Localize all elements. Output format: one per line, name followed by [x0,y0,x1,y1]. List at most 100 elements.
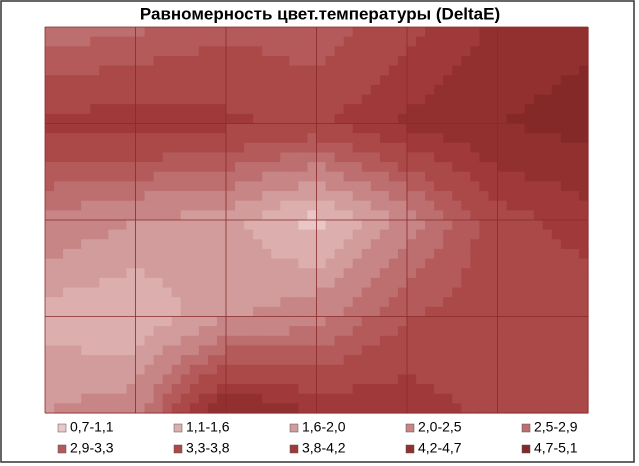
contour-cell [72,229,82,240]
contour-cell [434,268,444,279]
contour-cell [316,364,327,375]
contour-cell [45,374,55,385]
contour-cell [90,306,100,318]
contour-cell [216,297,227,308]
contour-cell [316,65,327,76]
contour-cell [343,364,354,375]
contour-cell [443,364,453,375]
contour-cell [280,210,290,221]
contour-cell [135,133,146,144]
contour-cell [90,335,100,347]
contour-cell [488,268,499,279]
contour-cell [416,46,426,57]
contour-cell [90,210,100,221]
contour-cell [379,306,390,318]
contour-cell [180,393,191,404]
contour-cell [189,277,200,289]
contour-cell [497,364,508,375]
contour-cell [226,104,236,115]
contour-cell [162,36,173,47]
contour-cell [63,335,73,347]
contour-cell [388,220,399,231]
contour-cell [307,210,318,221]
contour-cell [289,46,299,57]
contour-cell [153,94,164,105]
contour-cell [524,133,535,144]
contour-cell [135,171,146,182]
contour-cell [144,36,155,47]
contour-cell [397,335,408,347]
contour-cell [45,277,55,289]
contour-cell [189,171,200,182]
contour-cell [515,55,526,67]
contour-cell [578,75,589,86]
contour-cell [425,345,435,356]
contour-cell [443,104,453,115]
contour-cell [416,239,426,250]
contour-cell [253,306,263,318]
contour-cell [135,75,146,86]
contour-cell [578,258,589,269]
contour-cell [370,248,381,260]
contour-cell [443,152,453,163]
contour-cell [334,171,345,182]
contour-cell [72,65,82,76]
contour-cell [99,104,109,115]
contour-cell [54,133,64,144]
contour-cell [90,94,100,105]
contour-cell [542,210,553,221]
contour-cell [497,84,508,96]
contour-cell [524,239,535,250]
contour-cell [334,123,345,134]
contour-cell [397,248,408,260]
contour-cell [479,65,490,76]
contour-cell [72,210,82,221]
contour-cell [63,84,73,96]
contour-cell [479,36,490,47]
contour-cell [416,104,426,115]
contour-cell [388,75,399,86]
contour-cell [524,94,535,105]
contour-cell [72,162,82,173]
contour-cell [63,268,73,279]
contour-cell [425,55,435,67]
contour-cell [397,65,408,76]
contour-cell [578,65,589,76]
contour-cell [416,94,426,105]
contour-cell [280,297,290,308]
contour-cell [81,84,91,96]
contour-cell [144,171,155,182]
contour-cell [271,277,281,289]
contour-cell [153,162,164,173]
contour-cell [99,133,109,144]
contour-cell [117,84,128,96]
contour-cell [560,84,571,96]
contour-cell [298,84,309,96]
contour-cell [289,27,299,38]
contour-cell [343,75,354,86]
contour-cell [262,94,272,105]
contour-cell [542,152,553,163]
contour-cell [54,200,64,211]
contour-cell [343,277,354,289]
contour-cell [334,191,345,202]
contour-cell [235,123,245,134]
contour-cell [298,239,309,250]
contour-cell [307,364,318,375]
contour-cell [180,142,191,154]
contour-cell [578,345,589,356]
contour-cell [352,220,363,231]
contour-cell [72,355,82,366]
contour-cell [524,364,535,375]
contour-cell [397,75,408,86]
contour-cell [207,287,218,298]
contour-cell [379,27,390,38]
contour-cell [470,123,480,134]
contour-cell [171,210,182,221]
contour-cell [506,297,517,308]
contour-cell [289,239,299,250]
contour-cell [397,239,408,250]
contour-cell [171,364,182,375]
contour-cell [171,287,182,298]
contour-cell [370,27,381,38]
